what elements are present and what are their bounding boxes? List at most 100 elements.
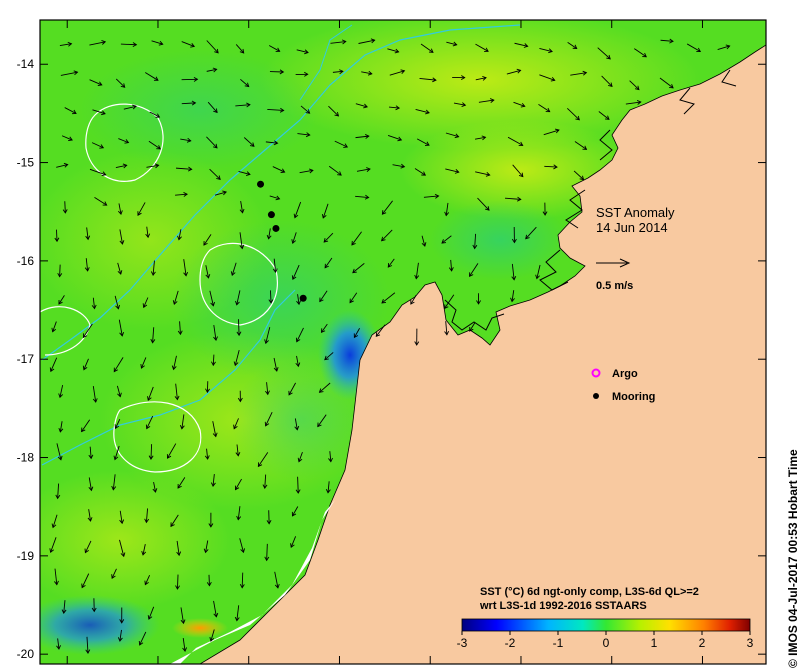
current-vector [212,421,217,437]
current-vector [231,262,237,276]
current-vector [142,544,146,555]
current-vector-head [91,304,97,310]
current-vector-head [113,367,119,373]
current-vector-head [669,84,674,89]
current-vector-head [725,44,731,50]
mooring-marker [267,211,275,219]
current-vector [118,203,122,215]
current-vector [59,384,64,398]
current-vector-head [454,169,460,174]
current-vector-head [239,244,245,250]
current-vector [392,164,405,168]
current-vector-head [262,484,268,490]
current-vector-head [144,580,149,586]
current-vector [145,72,159,81]
lat-tick-label: -16 [17,254,35,268]
plot-frame [39,19,767,665]
current-vector-head [550,76,556,82]
current-vector [206,448,209,460]
current-vector-head [319,297,324,303]
current-vector-head [523,43,529,48]
current-vector-head [203,548,209,554]
current-vector [59,421,63,432]
current-vector-head [387,263,393,268]
current-vector [238,170,251,175]
current-vector [416,138,430,146]
current-vector-head [295,337,301,343]
current-vector-head [84,267,90,272]
current-vector [444,294,455,309]
current-vector-head [179,424,185,430]
current-vector [181,102,196,105]
current-vector [86,227,89,240]
current-vector [513,101,525,107]
current-vector [120,43,137,46]
current-vector [475,171,490,176]
current-vector-head [102,201,108,206]
current-vector [419,77,436,81]
current-vector [175,383,178,400]
current-vector-head [234,485,240,491]
current-vector-head [642,52,647,58]
current-vector-head [82,333,88,339]
current-vector [151,40,163,45]
current-vector-head [205,273,211,279]
lat-tick-label: -18 [17,451,35,465]
current-vector-head [469,272,474,278]
current-vector [351,231,362,246]
current-vector-head [206,581,212,587]
current-vector [266,382,269,395]
current-vector [445,202,449,216]
current-vector [420,43,434,53]
current-vector [273,258,277,273]
colorbar-tick-label: -3 [457,636,468,650]
current-vector [566,107,580,121]
current-vector-head [305,109,311,114]
current-vector-head [57,272,63,278]
current-vector [63,600,66,614]
current-vector-head [56,645,61,650]
current-vector-head [448,267,454,272]
current-vector-head [68,136,73,142]
current-vector-head [291,275,297,281]
current-vector-head [49,367,55,373]
current-vector [597,47,611,60]
current-vector-head [73,70,79,76]
colorbar-caption-1: SST (°C) 6d ngt-only comp, L3S-6d QL>=2 [480,586,699,598]
current-vector-head [205,388,210,394]
current-vector [64,107,77,114]
current-vector [89,168,106,176]
current-vector-head [236,515,242,521]
current-vector-head [156,145,161,150]
current-vector-head [88,454,94,460]
current-vector [203,234,212,246]
current-vector [56,229,58,242]
colorbar-caption-2: wrt L3S-1d 1992-2016 SSTAARS [479,600,647,612]
current-vector-head [410,300,415,305]
current-vector-head [511,238,517,244]
current-vector-head [235,451,241,457]
current-vector [59,264,61,277]
current-vector [152,327,155,343]
current-vector [153,481,156,493]
current-vector-head [97,81,103,86]
current-vector-head [291,511,297,517]
current-vector-head [117,210,123,216]
current-vector-head [208,523,214,528]
current-vector [183,259,187,276]
current-vector [387,135,402,141]
map-legend: Argo Mooring [591,368,655,403]
current-vector [274,571,279,588]
current-vector [474,136,486,140]
current-vector-head [111,485,117,491]
current-vector-head [461,102,467,107]
current-vector-head [364,134,370,139]
current-vector [294,418,298,430]
colorbar-tick-label: 2 [699,636,706,650]
current-vector-head [273,140,279,146]
current-vector-head [425,109,430,115]
current-vector [625,101,641,105]
current-vector [292,232,297,244]
current-vector-head [296,300,301,306]
current-vector [206,136,218,149]
